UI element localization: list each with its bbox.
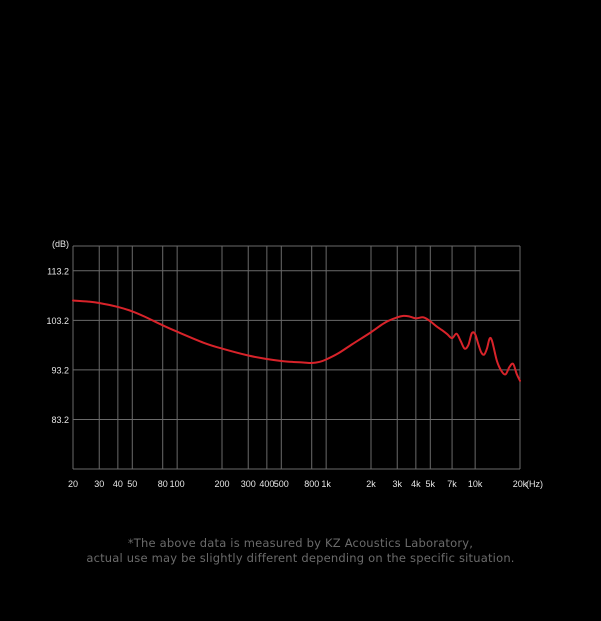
y-tick-label: 93.2 [51, 365, 69, 375]
x-tick-label: 2k [366, 479, 376, 489]
x-tick-label: 3k [392, 479, 402, 489]
y-tick-label: 113.2 [47, 266, 69, 276]
x-tick-label: 500 [274, 479, 289, 489]
x-tick-label: 40 [113, 479, 123, 489]
y-tick-label: 83.2 [51, 415, 69, 425]
x-tick-label: 7k [447, 479, 457, 489]
x-tick-label: 10k [468, 479, 483, 489]
frequency-response-line [72, 299, 521, 382]
x-tick-label: 30 [94, 479, 104, 489]
x-unit-label: (Hz) [526, 479, 543, 489]
x-tick-label: 300 [241, 479, 256, 489]
footnote-line-2: actual use may be slightly different dep… [86, 551, 515, 565]
y-tick-label: 103.2 [46, 316, 69, 326]
y-unit-label: (dB) [52, 239, 69, 249]
x-tick-label: 20k [513, 479, 528, 489]
x-tick-label: 200 [214, 479, 229, 489]
x-tick-label: 1k [321, 479, 331, 489]
x-tick-label: 20 [68, 479, 78, 489]
x-tick-label: 5k [426, 479, 436, 489]
axis-labels: 113.2 103.2 93.2 83.2 20 30 40 50 80 100 200 300 400… [46, 239, 543, 489]
x-tick-label: 4k [411, 479, 421, 489]
curve-layer [72, 299, 521, 382]
grid [72, 245, 521, 470]
x-tick-label: 800 [304, 479, 319, 489]
footnote-line-1: *The above data is measured by KZ Acoust… [127, 536, 474, 550]
x-tick-label: 100 [170, 479, 185, 489]
x-tick-label: 80 [158, 479, 168, 489]
x-tick-label: 50 [127, 479, 137, 489]
x-tick-label: 400 [259, 479, 274, 489]
